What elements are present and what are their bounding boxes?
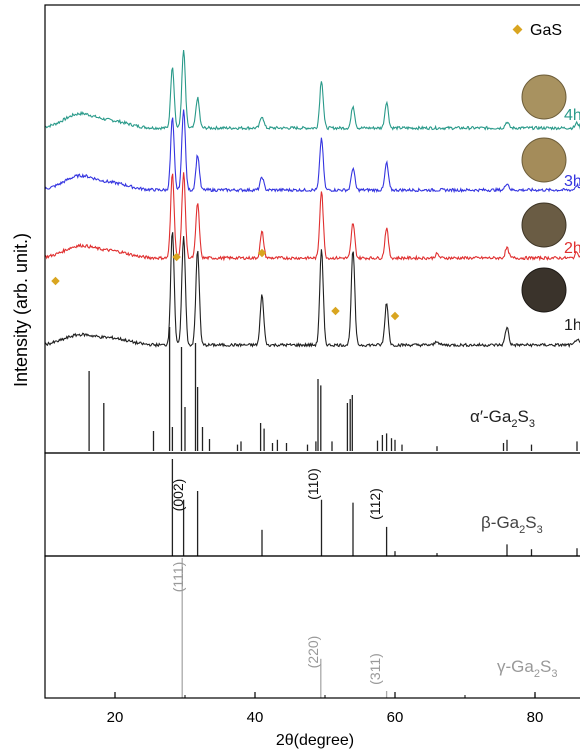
- sample-photo-3h: [521, 137, 567, 183]
- sample-photos: [521, 74, 567, 313]
- hkl-gamma-311: (311): [367, 653, 383, 685]
- gas-marker: [172, 252, 181, 262]
- ref-label-beta: β-Ga2S3: [481, 513, 543, 536]
- x-tick-label-20: 20: [107, 709, 124, 726]
- hkl-gamma-111: (111): [170, 562, 186, 593]
- legend-gas-label: GaS: [530, 22, 562, 39]
- x-tick-label-60: 60: [387, 709, 404, 726]
- series-line-2h: [44, 172, 580, 262]
- sample-photo-4h: [521, 74, 567, 120]
- series-label-3h: 3h: [564, 173, 580, 190]
- gas-marker: [257, 248, 267, 258]
- gas-marker: [51, 276, 60, 286]
- hkl-gamma-220: (220): [305, 636, 321, 669]
- legend-gas-marker: [512, 24, 523, 35]
- hkl-beta-110: (110): [305, 468, 321, 500]
- x-tick-label-80: 80: [527, 709, 544, 726]
- series-line-4h: [44, 49, 580, 131]
- hkl-beta-112: (112): [367, 488, 383, 520]
- series-label-4h: 4h: [564, 107, 580, 124]
- legend: GaS: [512, 22, 562, 39]
- sample-photo-2h: [521, 202, 567, 248]
- x-axis-label: 2θ(degree): [276, 732, 354, 749]
- gas-marker: [331, 306, 340, 316]
- sample-photo-1h: [521, 267, 567, 313]
- ref-label-alpha: α′-Ga2S3: [470, 407, 535, 430]
- series-line-1h: [44, 232, 580, 348]
- y-axis-label: Intensity (arb. unit.): [11, 233, 31, 387]
- hkl-beta-002: (002): [170, 479, 186, 512]
- series-label-1h: 1h: [564, 317, 580, 334]
- x-tick-label-40: 40: [247, 709, 264, 726]
- ref-label-gamma: γ-Ga2S3: [497, 657, 557, 680]
- series-line-3h: [44, 109, 580, 194]
- series-label-2h: 2h: [564, 240, 580, 257]
- gas-marker: [390, 311, 400, 321]
